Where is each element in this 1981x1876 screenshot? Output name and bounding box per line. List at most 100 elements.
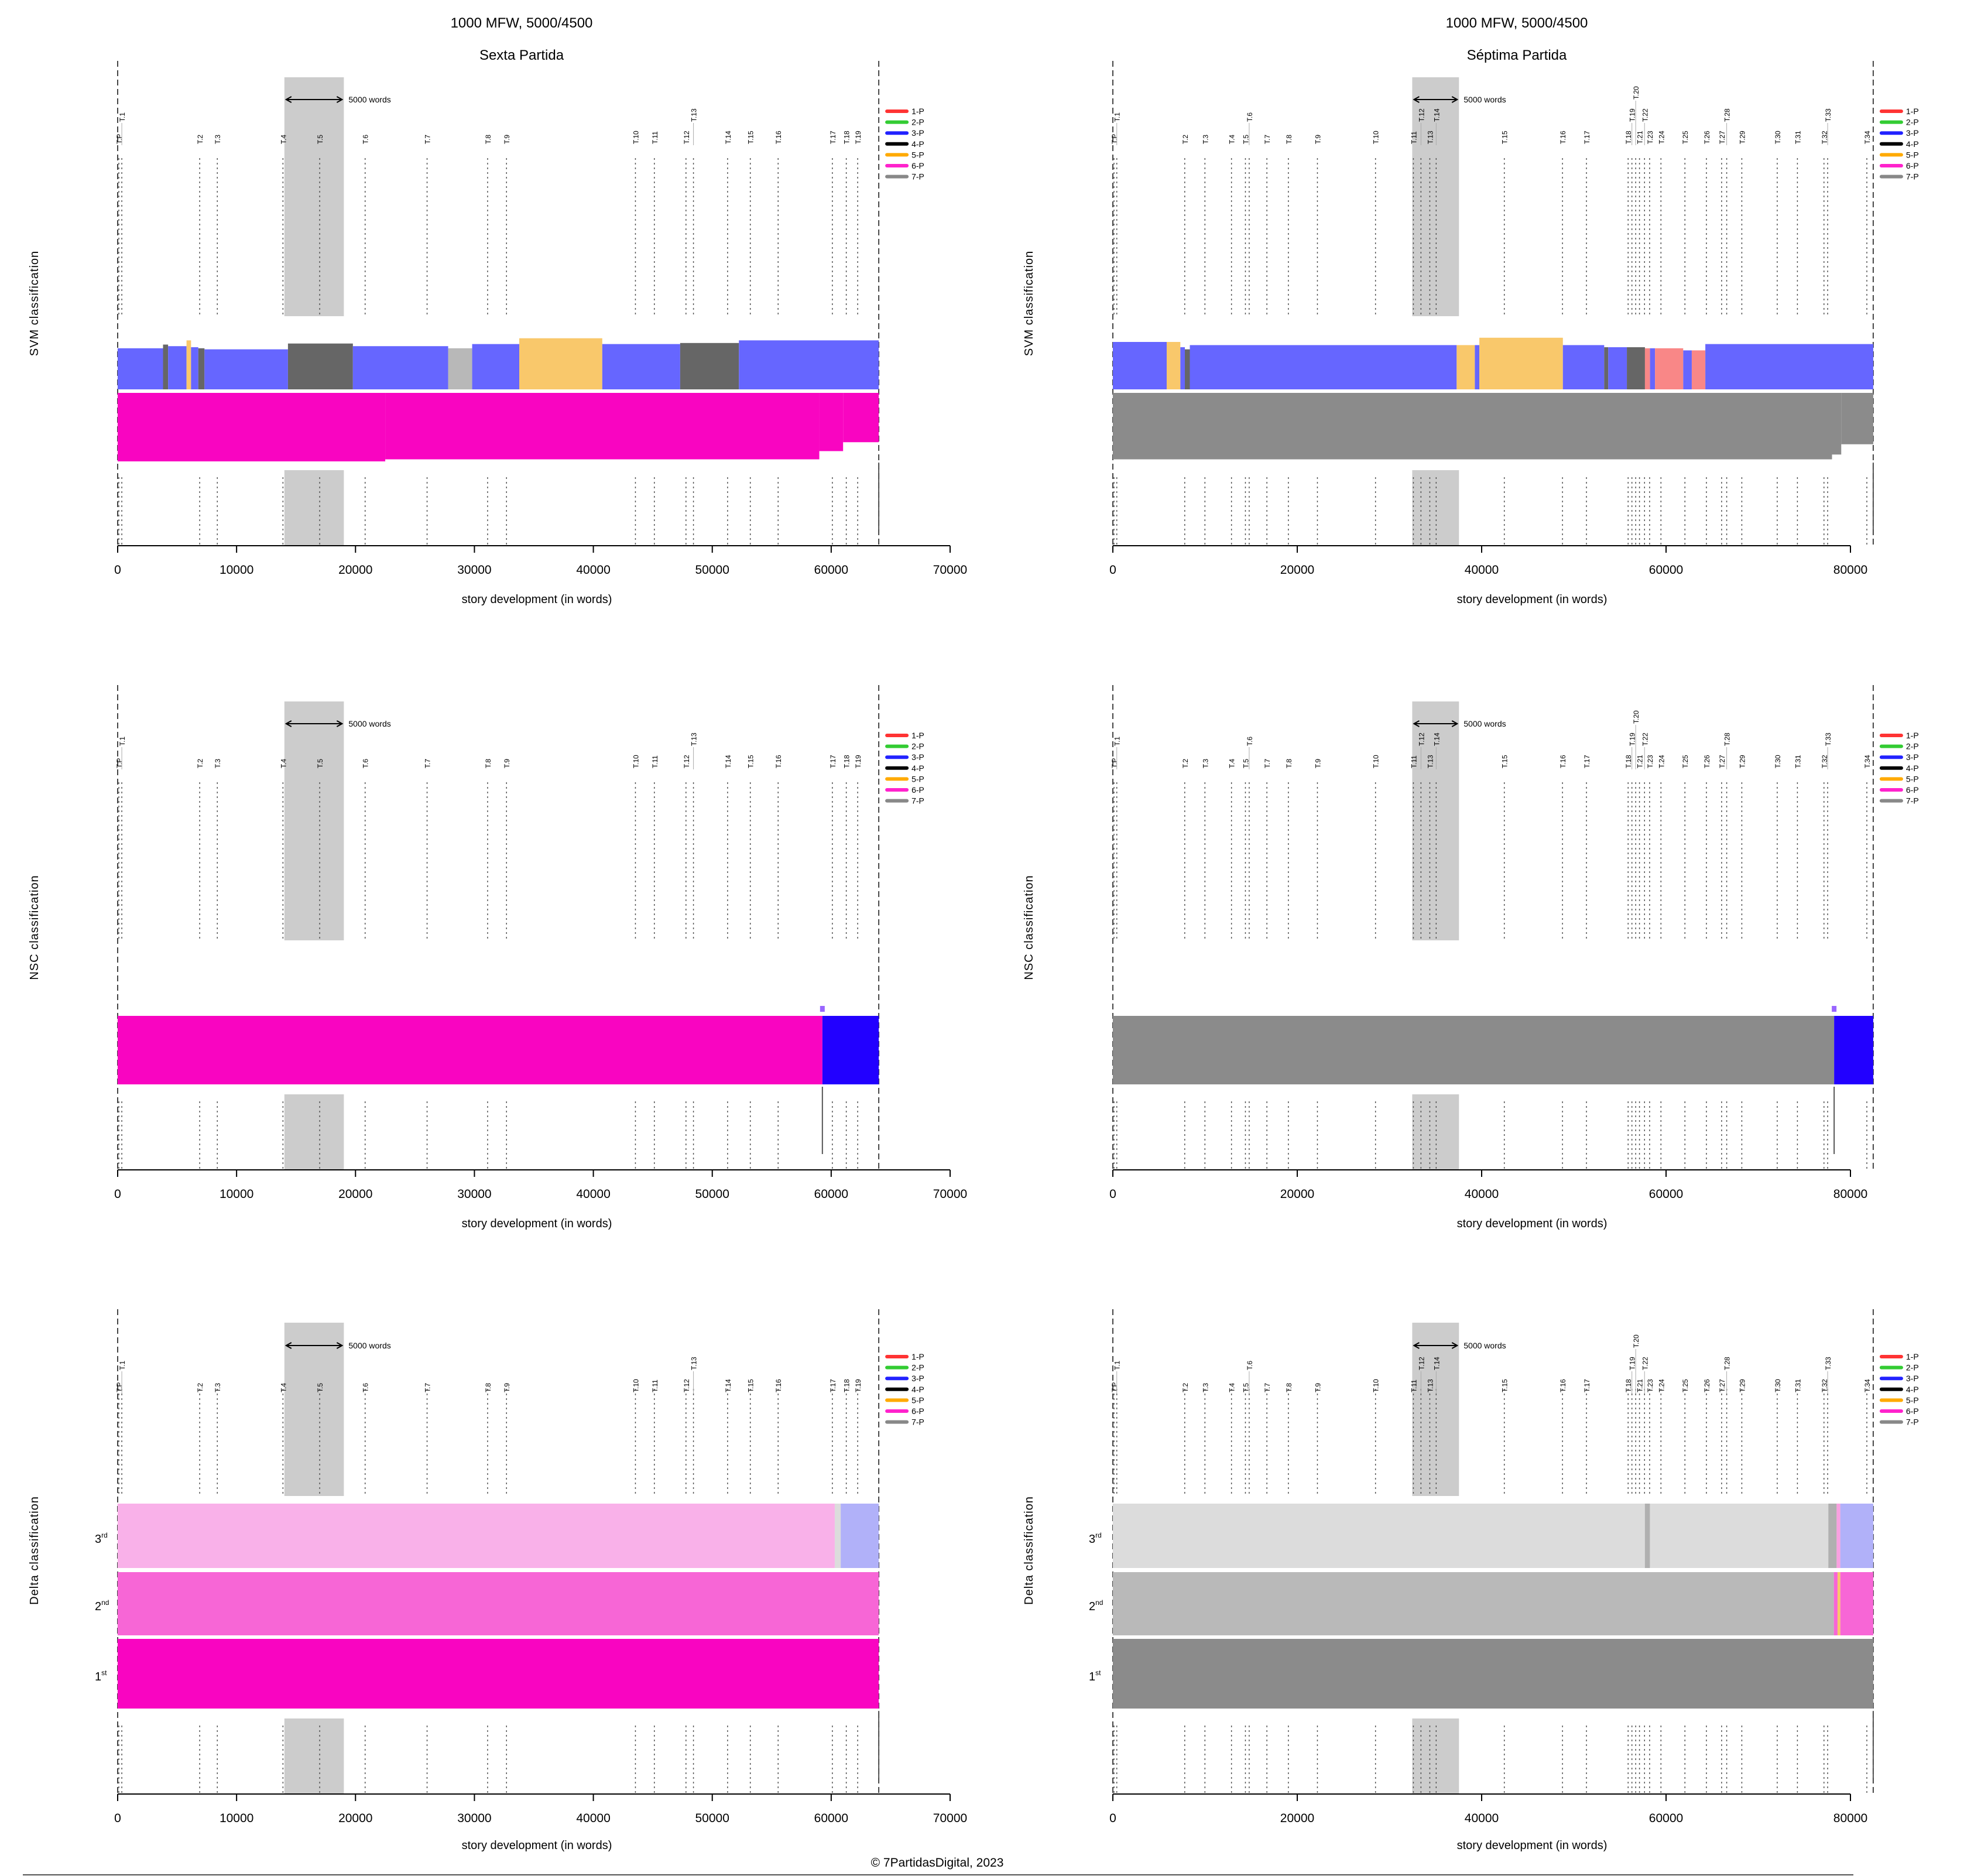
classification-segment <box>680 343 739 389</box>
chapter-label: T.19 <box>1629 1357 1637 1370</box>
classification-segment <box>168 346 187 389</box>
x-tick-label: 0 <box>114 1187 121 1201</box>
legend-label: 7-P <box>911 1418 924 1427</box>
chapter-label: T.23 <box>1646 1379 1654 1392</box>
legend-label: 2-P <box>1906 1363 1919 1372</box>
legend-label: 1-P <box>911 731 924 740</box>
chapter-label: T.P <box>115 1382 124 1392</box>
reading-window-top <box>1412 701 1459 940</box>
arrow-head-right <box>1451 1342 1459 1349</box>
classification-segment <box>1683 350 1692 389</box>
legend-label: 4-P <box>1906 764 1919 773</box>
copyright-footer: © 7PartidasDigital, 2023 <box>871 1856 1004 1870</box>
x-tick-label: 40000 <box>576 1812 610 1825</box>
chapter-label: T.24 <box>1657 755 1665 768</box>
classification-segment <box>352 346 448 389</box>
chapter-label: T.19 <box>1629 732 1637 746</box>
chapter-label: T.18 <box>843 1379 851 1392</box>
classification-segment <box>1691 350 1706 389</box>
chapter-label: T.9 <box>1314 759 1322 768</box>
chapter-label: T.14 <box>724 1379 732 1392</box>
arrow-head-left <box>285 720 292 727</box>
arrow-head-right <box>336 1342 344 1349</box>
classification-segment <box>1113 393 1832 460</box>
chapter-label: T.5 <box>1242 1383 1250 1392</box>
classification-segment <box>1834 1016 1873 1084</box>
chapter-label: T.21 <box>1636 1379 1644 1392</box>
reading-window-top <box>284 1323 344 1496</box>
chapter-label: T.13 <box>1426 131 1434 144</box>
chart-marks: 5000 words T.P T.1 T.2 T.3 T.4 T.5 T.6 T.7 T.8 T.9… <box>114 61 1919 1825</box>
legend-label: 4-P <box>911 764 924 773</box>
chapter-label: T.9 <box>1314 1383 1322 1392</box>
rank-suffix: nd <box>101 1598 109 1607</box>
chapter-label: T.26 <box>1703 755 1711 768</box>
x-tick-label: 50000 <box>695 1812 729 1825</box>
chapter-label: T.17 <box>829 131 837 144</box>
chapter-label: T.12 <box>683 131 691 144</box>
chapter-label: T.26 <box>1703 1379 1711 1392</box>
arrow-head-right <box>1451 96 1459 103</box>
chapter-label: T.32 <box>1821 1379 1829 1392</box>
legend-label: 5-P <box>1906 150 1919 159</box>
x-tick-label: 60000 <box>1649 1187 1683 1201</box>
legend-label: 3-P <box>1906 752 1919 762</box>
legend-label: 5-P <box>911 774 924 783</box>
chapter-label: T.12 <box>1417 1357 1425 1370</box>
chapter-label: T.19 <box>854 755 862 768</box>
classification-segment <box>841 1504 879 1568</box>
x-tick-label: 10000 <box>220 563 253 577</box>
chapter-label: T.6 <box>362 1383 370 1392</box>
rank-suffix: nd <box>1095 1598 1103 1607</box>
transition-marker <box>820 1006 825 1012</box>
chapter-label: T.P <box>1111 758 1119 768</box>
classification-segment <box>191 347 198 389</box>
chapter-label: T.8 <box>1285 1383 1293 1392</box>
chapter-label: T.18 <box>1624 131 1633 144</box>
chapter-label: T.14 <box>1432 1357 1441 1370</box>
rank-suffix: st <box>101 1669 107 1677</box>
classification-segment <box>1650 1504 1829 1568</box>
reading-window-bottom <box>1412 1094 1459 1170</box>
classification-segment <box>1185 349 1190 389</box>
x-tick-label: 40000 <box>576 1187 610 1201</box>
legend-label: 5-P <box>911 1395 924 1405</box>
legend-label: 4-P <box>1906 139 1919 149</box>
x-tick-label: 40000 <box>576 563 610 577</box>
legend-label: 4-P <box>911 139 924 149</box>
chapter-label: T.10 <box>632 131 640 144</box>
classification-segment <box>1479 337 1563 389</box>
legend-label: 5-P <box>911 150 924 159</box>
chapter-label: T.15 <box>1501 131 1509 144</box>
x-tick-label: 10000 <box>220 1812 253 1825</box>
legend-label: 6-P <box>911 1406 924 1416</box>
classification-segment <box>186 340 191 389</box>
arrow-head-right <box>336 96 344 103</box>
y-axis-label: Delta classification <box>1023 1496 1036 1605</box>
classification-segment <box>1832 393 1842 455</box>
chapter-label: T.12 <box>1417 732 1425 746</box>
legend-label: 7-P <box>911 796 924 806</box>
legend-label: 1-P <box>1906 107 1919 116</box>
classification-segment <box>118 348 163 389</box>
x-tick-label: 60000 <box>814 1812 848 1825</box>
x-tick-label: 80000 <box>1833 563 1867 577</box>
legend-label: 6-P <box>1906 1406 1919 1416</box>
chapter-label: T.22 <box>1641 108 1649 122</box>
chapter-label: T.16 <box>774 1379 783 1392</box>
classification-segment <box>1837 1572 1841 1635</box>
x-tick-label: 30000 <box>457 1812 491 1825</box>
chapter-label: T.10 <box>632 1379 640 1392</box>
rank-label-3rd: 3rd <box>1089 1531 1102 1546</box>
x-tick-label: 20000 <box>1280 563 1314 577</box>
classification-segment <box>519 338 602 389</box>
chapter-label: T.11 <box>651 1379 659 1392</box>
x-axis-label: story development (in words) <box>1457 1217 1608 1230</box>
x-tick-label: 70000 <box>933 563 967 577</box>
chapter-label: T.23 <box>1646 755 1654 768</box>
chapter-label: T.9 <box>1314 135 1322 144</box>
chapter-label: T.3 <box>1201 1383 1209 1392</box>
classification-segment <box>1840 1504 1873 1568</box>
chapter-label: T.17 <box>829 755 837 768</box>
chapter-label: T.P <box>115 134 124 144</box>
